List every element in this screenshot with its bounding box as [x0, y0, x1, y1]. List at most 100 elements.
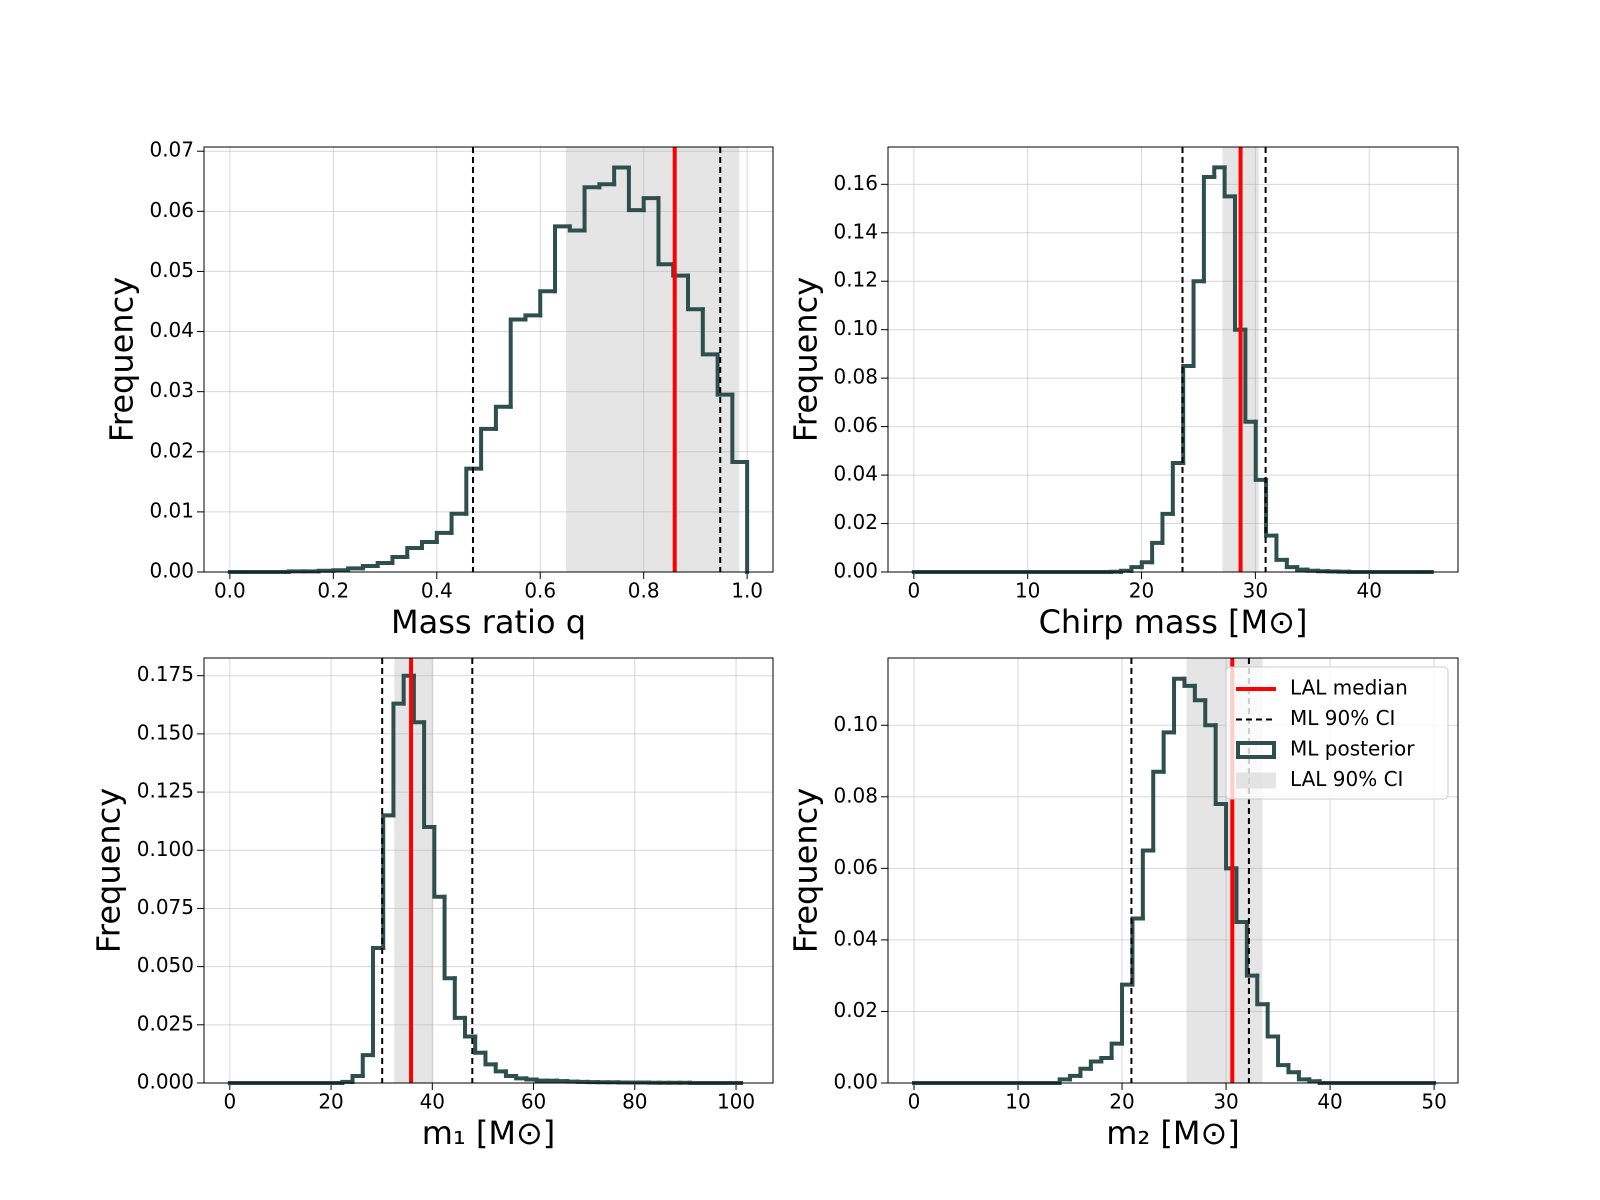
y-tick-label: 0.125 — [137, 779, 194, 803]
x-axis-label: Mass ratio q — [391, 603, 586, 641]
y-tick-label: 0.04 — [833, 926, 878, 950]
x-axis-label: Chirp mass [M⊙] — [1039, 603, 1308, 641]
hist-bin — [1307, 1077, 1322, 1084]
y-tick-label: 0.000 — [137, 1070, 194, 1094]
hist-bin — [1129, 565, 1144, 573]
x-tick-label: 20 — [1129, 579, 1154, 603]
hist-bin — [1276, 1034, 1291, 1068]
y-tick-label: 0.10 — [833, 712, 878, 736]
hist-bin — [370, 946, 386, 1058]
hist-bin — [434, 530, 454, 544]
hist-bin — [1088, 1059, 1104, 1071]
hist-bin — [641, 196, 661, 213]
hist-bin — [1286, 1063, 1301, 1075]
hist-bin — [686, 273, 705, 312]
y-tick-label: 0.10 — [833, 316, 878, 340]
y-tick-label: 0.12 — [833, 268, 878, 292]
hist-bin — [350, 1074, 365, 1084]
y-tick-label: 0.025 — [137, 1011, 194, 1035]
x-tick-label: 0.0 — [214, 579, 246, 603]
legend-box — [1225, 666, 1449, 800]
hist-bin — [612, 165, 631, 187]
hist-bin — [1201, 175, 1217, 284]
y-tick-label: 0.00 — [149, 559, 194, 583]
hist-bin — [422, 720, 437, 829]
hist-bin — [1203, 698, 1218, 728]
lal-ci-band — [394, 658, 434, 1083]
hist-bin — [700, 307, 720, 357]
legend-label: LAL 90% CI — [1290, 767, 1403, 791]
hist-bin — [449, 511, 469, 535]
hist-bin — [1130, 916, 1145, 987]
y-tick-label: 0.01 — [149, 498, 194, 522]
hist-bin — [626, 165, 646, 213]
y-tick-label: 0.100 — [137, 837, 194, 861]
axes-frame — [887, 657, 1459, 1084]
hist-bin — [432, 824, 447, 899]
y-tick-label: 0.02 — [833, 510, 878, 534]
hist-bin — [419, 539, 439, 550]
hist-bin — [1222, 165, 1237, 199]
hist-bin — [331, 568, 351, 573]
x-tick-label: 10 — [1005, 1090, 1030, 1114]
x-tick-label: 0 — [223, 1090, 236, 1114]
hist-bin — [1243, 327, 1258, 424]
hist-bin — [1284, 557, 1300, 570]
hist-bin — [346, 566, 365, 573]
hist-bin — [1160, 511, 1175, 545]
x-tick-label: 0 — [907, 579, 920, 603]
hist-bin — [411, 673, 427, 725]
x-tick-label: 0.2 — [317, 579, 349, 603]
y-tick-label: 0.03 — [149, 378, 194, 402]
hist-bin — [508, 317, 528, 409]
hist-bin — [1295, 565, 1310, 572]
y-tick-label: 0.150 — [137, 720, 194, 744]
hist-bin — [1109, 1041, 1125, 1060]
y-tick-label: 0.175 — [137, 662, 194, 686]
hist-bin — [1161, 730, 1177, 774]
legend: LAL median ML 90% CI ML posterior LAL 90% C… — [1225, 666, 1449, 800]
hist-bin — [1172, 676, 1187, 735]
hist-bin — [1057, 1077, 1073, 1085]
hist-bin — [464, 466, 484, 516]
y-tick-label: 0.05 — [149, 258, 194, 282]
x-tick-label: 0.8 — [628, 579, 660, 603]
x-tick-label: 100 — [717, 1090, 755, 1114]
hist-bin — [360, 563, 380, 571]
hist-bin — [1140, 848, 1156, 921]
hist-bin — [479, 426, 498, 471]
hist-bin — [493, 1062, 508, 1074]
hist-bin — [442, 894, 457, 981]
x-tick-label: 30 — [1213, 1090, 1238, 1114]
hist-bin — [730, 392, 750, 574]
y-tick-label: 0.06 — [833, 855, 878, 879]
y-tick-label: 0.08 — [833, 783, 878, 807]
hist-bin — [473, 1034, 488, 1055]
hist-bin — [538, 289, 558, 318]
x-tick-label: 20 — [318, 1090, 343, 1114]
hist-bin — [390, 554, 410, 565]
hist-bin — [1182, 676, 1197, 688]
hist-bin — [1264, 477, 1279, 538]
hist-bin — [381, 813, 396, 951]
legend-label: LAL median — [1290, 676, 1408, 700]
x-axis-label: m₂ [M⊙] — [1106, 1114, 1240, 1152]
y-tick-label: 0.06 — [149, 198, 194, 222]
hist-bin — [1151, 769, 1166, 853]
y-tick-label: 0.14 — [833, 219, 878, 243]
hist-bin — [597, 182, 617, 190]
x-tick-label: 40 — [1356, 579, 1381, 603]
y-axis-label: Frequency — [786, 277, 824, 442]
x-tick-label: 80 — [622, 1090, 647, 1114]
hist-bin — [1213, 723, 1229, 806]
y-tick-label: 0.04 — [833, 462, 878, 486]
x-tick-label: 40 — [420, 1090, 445, 1114]
y-tick-label: 0.07 — [149, 138, 194, 162]
hist-bin — [483, 1050, 498, 1067]
x-tick-label: 1.0 — [731, 579, 763, 603]
y-axis-label: Frequency — [786, 788, 824, 953]
hist-bin — [452, 976, 468, 1020]
hist-bin — [1305, 567, 1320, 573]
hist-bin — [1119, 568, 1134, 574]
hist-bin — [1274, 533, 1289, 562]
